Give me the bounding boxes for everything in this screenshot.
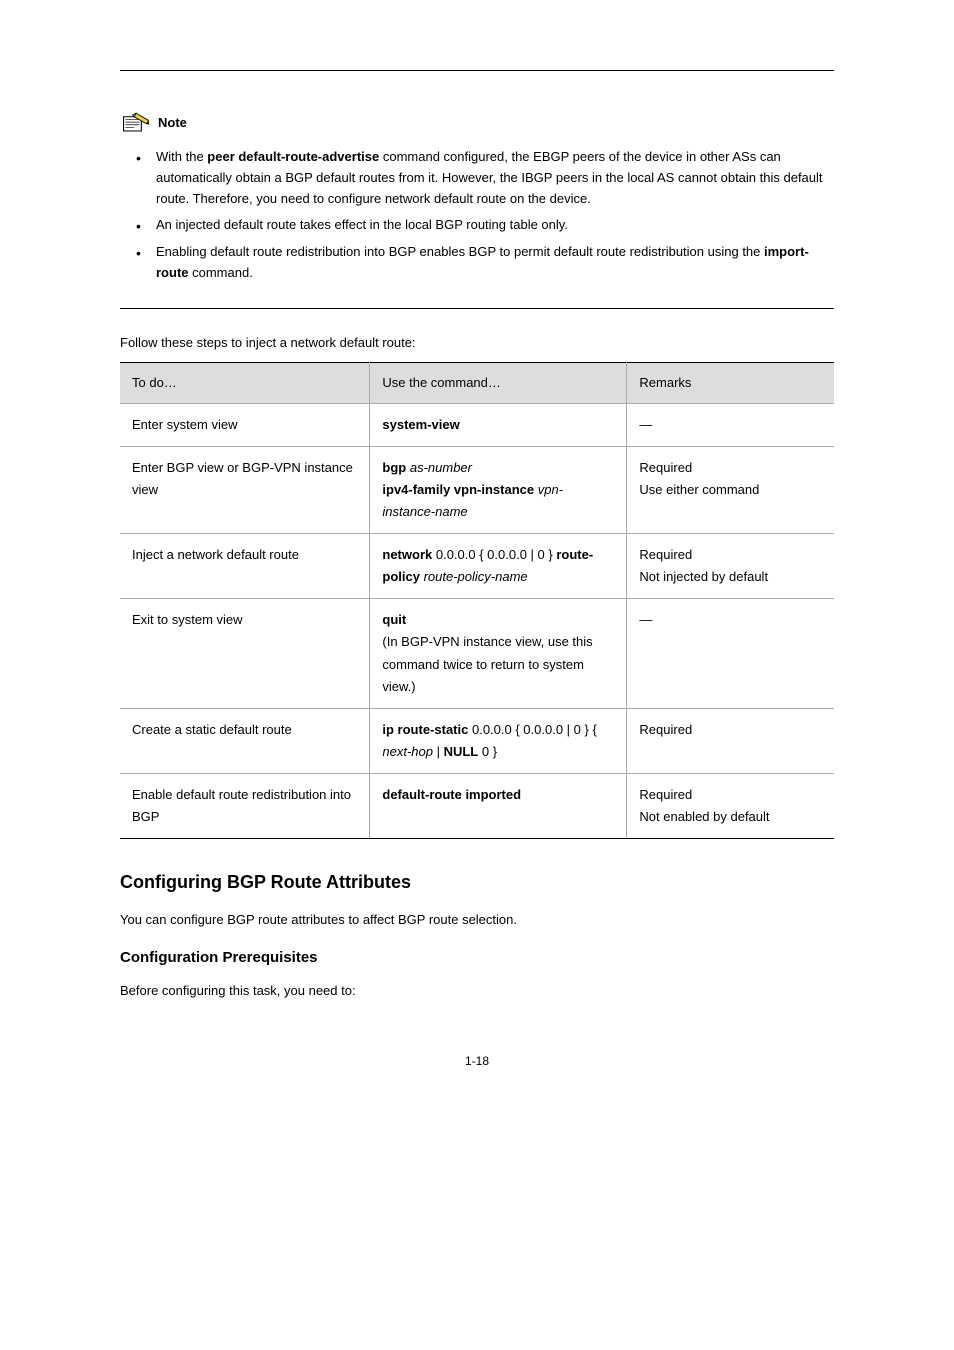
table-cell: Create a static default route [120, 708, 370, 773]
note-header: Note [120, 111, 834, 135]
table-cell: RequiredNot enabled by default [627, 773, 834, 838]
table-cell: default-route imported [370, 773, 627, 838]
table-cell: ip route-static 0.0.0.0 { 0.0.0.0 | 0 } … [370, 708, 627, 773]
body-paragraph: Before configuring this task, you need t… [120, 981, 834, 1002]
table-cell: bgp as-numberipv4-family vpn-instance vp… [370, 446, 627, 533]
table-cell: Enter system view [120, 403, 370, 446]
table-cell: — [627, 403, 834, 446]
note-bottom-rule [120, 308, 834, 309]
note-label: Note [158, 113, 187, 133]
table-cell: quit(In BGP-VPN instance view, use this … [370, 599, 627, 708]
table-row: Enter system view system-view — [120, 403, 834, 446]
note-icon [120, 111, 152, 135]
table-row: Inject a network default route network 0… [120, 534, 834, 599]
table-cell: — [627, 599, 834, 708]
table-cell: Inject a network default route [120, 534, 370, 599]
page-number: 1-18 [120, 1052, 834, 1070]
table-row: Create a static default route ip route-s… [120, 708, 834, 773]
table-row: Exit to system view quit(In BGP-VPN inst… [120, 599, 834, 708]
table-cell: Required [627, 708, 834, 773]
table-cell: network 0.0.0.0 { 0.0.0.0 | 0 } route-po… [370, 534, 627, 599]
table-cell: RequiredNot injected by default [627, 534, 834, 599]
top-rule [120, 70, 834, 71]
table-header-row: To do… Use the command… Remarks [120, 363, 834, 404]
subsection-heading: Configuration Prerequisites [120, 947, 834, 970]
note-bullet-list: With the peer default-route-advertise co… [120, 147, 834, 284]
table-header-cell: To do… [120, 363, 370, 404]
table-cell: RequiredUse either command [627, 446, 834, 533]
table-row: Enable default route redistribution into… [120, 773, 834, 838]
intro-text: Follow these steps to inject a network d… [120, 333, 834, 353]
table-header-cell: Remarks [627, 363, 834, 404]
steps-table: To do… Use the command… Remarks Enter sy… [120, 362, 834, 839]
table-row: Enter BGP view or BGP-VPN instance view … [120, 446, 834, 533]
note-bullet-item: With the peer default-route-advertise co… [132, 147, 834, 209]
table-header-cell: Use the command… [370, 363, 627, 404]
note-bullet-item: Enabling default route redistribution in… [132, 242, 834, 284]
note-bullet-item: An injected default route takes effect i… [132, 215, 834, 236]
body-paragraph: You can configure BGP route attributes t… [120, 910, 834, 931]
table-cell: system-view [370, 403, 627, 446]
table-cell: Enter BGP view or BGP-VPN instance view [120, 446, 370, 533]
note-section: Note With the peer default-route-adverti… [120, 111, 834, 284]
section-heading: Configuring BGP Route Attributes [120, 869, 834, 896]
table-cell: Exit to system view [120, 599, 370, 708]
table-cell: Enable default route redistribution into… [120, 773, 370, 838]
